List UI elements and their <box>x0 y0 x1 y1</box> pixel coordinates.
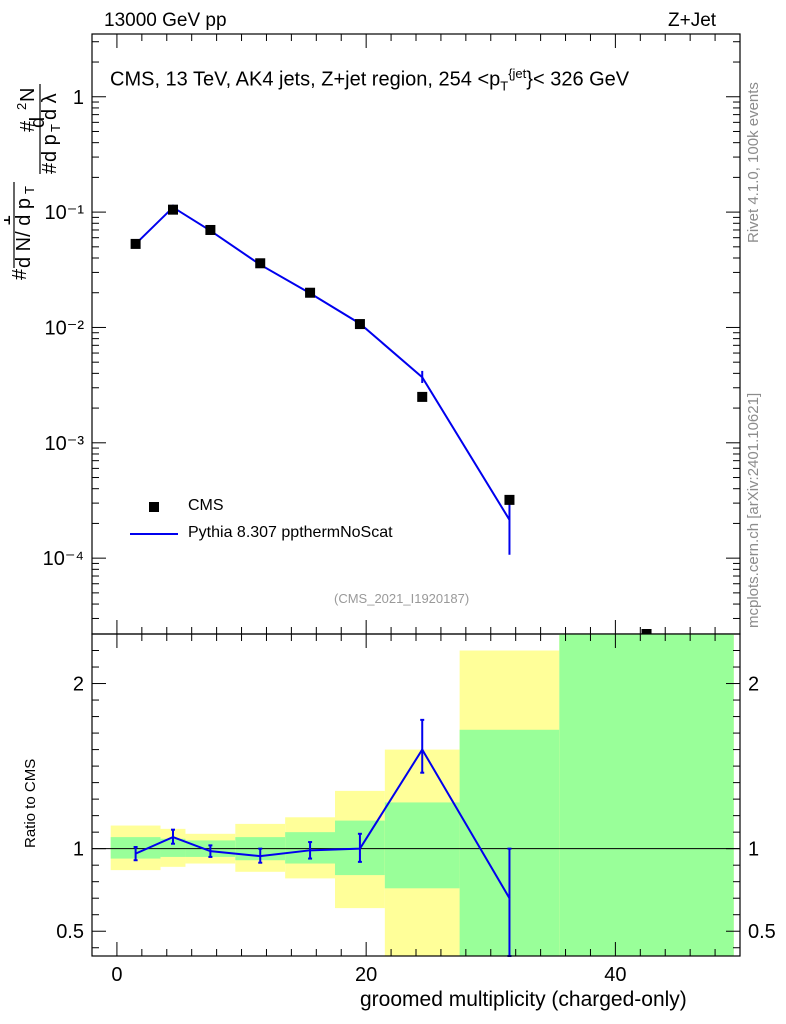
data-marker <box>305 287 316 298</box>
rivet-version-label: Rivet 4.1.0, 100k events <box>745 82 762 243</box>
data-marker <box>255 258 266 269</box>
ratio-band-inner <box>384 802 460 889</box>
x-axis-label: groomed multiplicity (charged-only) <box>360 988 687 1011</box>
y-tick-label: 10⁻² <box>45 317 85 339</box>
process-label: Z+Jet <box>668 10 717 31</box>
y-tick-label: 10⁻¹ <box>45 202 85 224</box>
analysis-id-label: (CMS_2021_I1920187) <box>334 591 470 606</box>
ratio-y-tick-label: 0.5 <box>56 921 84 943</box>
svg-text:d λ: d λ <box>39 93 61 120</box>
legend-label-pythia: Pythia 8.307 ppthermNoScat <box>188 524 393 541</box>
ratio-band-inner <box>559 634 734 956</box>
svg-text:#: # <box>39 162 61 174</box>
data-marker <box>130 238 141 249</box>
ratio-y-axis-label: Ratio to CMS <box>22 758 39 848</box>
x-tick-label: 40 <box>604 964 626 986</box>
y-tick-label: 10⁻⁴ <box>43 548 84 570</box>
data-marker <box>417 391 428 402</box>
svg-text:#: # <box>17 120 39 132</box>
ratio-band-inner <box>160 838 186 857</box>
ratio-y-tick-label-right: 2 <box>748 674 759 696</box>
ratio-y-tick-label: 1 <box>73 839 84 861</box>
svg-text:d: d <box>27 117 49 128</box>
data-marker <box>168 204 178 215</box>
beam-label: 13000 GeV pp <box>104 10 227 31</box>
x-tick-label: 0 <box>111 964 122 986</box>
svg-text:#: # <box>9 268 31 280</box>
y-tick-label: 1 <box>73 87 84 109</box>
legend-marker-cms <box>149 502 159 512</box>
data-marker <box>205 224 216 235</box>
svg-text:d p: d p <box>39 134 61 162</box>
ratio-y-tick-label-right: 1 <box>748 839 759 861</box>
main-panel: 1 10⁻¹ 10⁻² 10⁻³ 10⁻⁴ <box>43 33 741 639</box>
svg-text:d N/ d p: d N/ d p <box>13 198 35 268</box>
svg-text:N: N <box>17 88 39 102</box>
data-marker <box>504 494 515 505</box>
main-y-axis-label: # d N/ d p T 1 # d p T d λ # 2 N d <box>4 84 63 280</box>
legend-label-cms: CMS <box>188 497 224 514</box>
main-frame <box>91 33 741 635</box>
svg-text:T: T <box>22 186 37 194</box>
x-tick-label: 20 <box>355 964 377 986</box>
svg-text:T: T <box>48 124 63 132</box>
chart-title: CMS, 13 TeV, AK4 jets, Z+jet region, 254… <box>110 66 630 94</box>
ratio-y-tick-label-right: 0.5 <box>748 921 776 943</box>
ratio-panel: 0 20 40 2 2 1 1 0.5 0.5 <box>56 34 776 986</box>
data-marker <box>354 319 365 330</box>
mc-series-line <box>134 206 511 521</box>
source-site-label: mcplots.cern.ch [arXiv:2401.10621] <box>745 392 762 628</box>
y-tick-label: 10⁻³ <box>45 433 85 455</box>
svg-text:2: 2 <box>14 103 29 110</box>
svg-text:1: 1 <box>4 215 15 226</box>
ratio-y-tick-label: 2 <box>73 674 84 696</box>
ratio-series-line <box>135 747 511 899</box>
